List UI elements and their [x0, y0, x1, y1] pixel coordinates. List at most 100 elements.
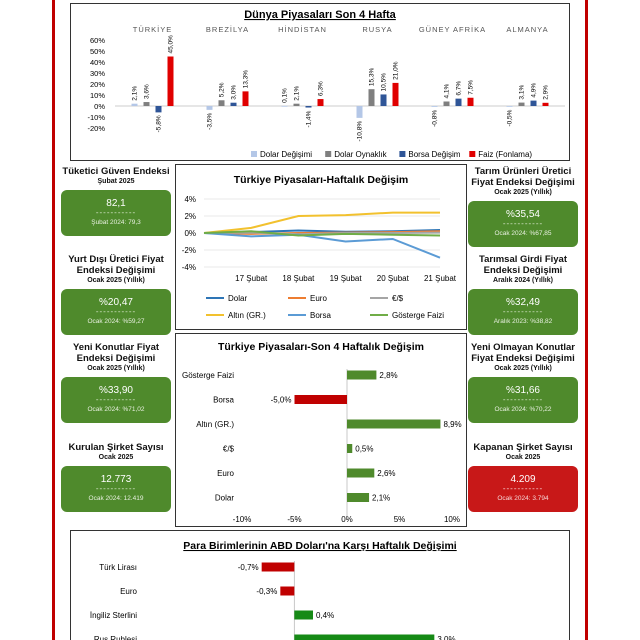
data-label: -5,0%	[271, 396, 292, 405]
x-tick-label: 5%	[394, 515, 406, 524]
kpi-title: Tarım Ürünleri Üretici Fiyat Endeksi Değ…	[471, 166, 575, 188]
y-tick-label: -20%	[87, 124, 105, 133]
bar	[143, 102, 150, 106]
bar	[506, 106, 513, 107]
series-line	[203, 230, 441, 237]
bar	[242, 91, 249, 106]
y-tick-label: -4%	[182, 263, 196, 272]
category-label: HİNDİSTAN	[278, 25, 327, 34]
kpi-previous: Ocak 2024: 3.794	[497, 495, 549, 502]
data-label: 2,1%	[372, 494, 390, 503]
kpi-value: %20,47	[99, 297, 133, 308]
legend-swatch	[251, 151, 257, 157]
bar	[347, 444, 353, 453]
legend-label: Dolar	[228, 294, 247, 303]
category-label: RUSYA	[362, 25, 392, 34]
category-label: TÜRKİYE	[133, 25, 173, 34]
kpi-box: %32,49 ----------- Aralık 2023: %38,82	[468, 289, 578, 335]
kpi-old-housing: Yeni Olmayan Konutlar Fiyat Endeksi Deği…	[467, 342, 579, 423]
kpi-divider: -----------	[502, 484, 544, 493]
bar	[305, 106, 312, 108]
bar	[281, 105, 288, 107]
y-tick-label: 4%	[184, 195, 196, 204]
data-label: 2,9%	[543, 85, 550, 100]
kpi-previous: Aralık 2023: %38,82	[493, 318, 553, 325]
y-tick-label: 40%	[90, 58, 105, 67]
data-label: -0,7%	[238, 563, 259, 572]
data-label: 45,0%	[168, 35, 175, 54]
kpi-value: %32,49	[506, 297, 540, 308]
bar	[131, 103, 138, 106]
kpi-agri-input: Tarımsal Girdi Fiyat Endeksi Değişimi Ar…	[467, 254, 579, 335]
data-label: -5,8%	[156, 115, 163, 132]
data-label: 3,6%	[144, 84, 151, 99]
y-tick-label: -10%	[87, 113, 105, 122]
legend-label: Dolar Oynaklık	[334, 150, 387, 159]
data-label: -10,8%	[357, 121, 364, 142]
kpi-companies-closed: Kapanan Şirket Sayısı Ocak 2025 4.209 --…	[467, 442, 579, 512]
kpi-period: Şubat 2025	[97, 178, 135, 185]
category-label: BREZİLYA	[206, 25, 249, 34]
x-tick-label: 17 Şubat	[235, 274, 268, 283]
bar	[347, 468, 375, 478]
kpi-period: Ocak 2025 (Yıllık)	[494, 365, 552, 372]
kpi-consumer-confidence: Tüketici Güven Endeksi Şubat 2025 82,1 -…	[60, 166, 172, 236]
kpi-title: Yurt Dışı Üretici Fiyat Endeksi Değişimi	[68, 254, 164, 276]
kpi-previous: Ocak 2024: %67,85	[494, 230, 552, 237]
currencies-chart: Para Birimlerinin ABD Doları'na Karşı Ha…	[90, 540, 457, 640]
bar	[206, 106, 213, 110]
x-tick-label: 19 Şubat	[330, 274, 363, 283]
legend-label: Borsa	[310, 311, 331, 320]
kpi-box: %20,47 ----------- Ocak 2024: %59,27	[61, 289, 171, 335]
y-tick-label: -2%	[182, 246, 196, 255]
kpi-previous: Ocak 2024: %71,02	[87, 406, 145, 413]
kpi-title: Kapanan Şirket Sayısı	[473, 442, 573, 453]
x-tick-label: 21 Şubat	[424, 274, 457, 283]
bar	[380, 94, 387, 106]
chart-title: Türkiye Piyasaları-Haftalık Değişim	[234, 174, 409, 186]
data-label: -1,4%	[306, 110, 313, 127]
data-label: 8,9%	[443, 420, 461, 429]
bar	[347, 493, 370, 502]
y-tick-label: 10%	[90, 91, 105, 100]
legend-swatch	[469, 151, 476, 157]
legend-swatch	[325, 151, 332, 157]
bar	[542, 102, 549, 106]
chart-title: Türkiye Piyasaları-Son 4 Haftalık Değişi…	[218, 341, 424, 353]
kpi-box: %33,90 ----------- Ocak 2024: %71,02	[61, 377, 171, 423]
bar	[518, 102, 525, 106]
world-markets-chart: Dünya Piyasaları Son 4 Hafta 60% 50% 40% 30%…	[87, 9, 565, 159]
kpi-new-housing: Yeni Konutlar Fiyat Endeksi Değişimi Oca…	[60, 342, 172, 423]
turkey-4week-panel: Türkiye Piyasaları-Son 4 Haftalık Değişi…	[175, 333, 467, 527]
world-markets-panel: Dünya Piyasaları Son 4 Hafta 60% 50% 40% 30%…	[70, 3, 570, 161]
turkey-4week-chart: Türkiye Piyasaları-Son 4 Haftalık Değişi…	[182, 341, 462, 524]
kpi-period: Ocak 2025	[505, 454, 541, 461]
y-tick-label: 30%	[90, 69, 105, 78]
legend-label: Euro	[310, 294, 327, 303]
data-label: 3,0%	[437, 635, 455, 640]
kpi-companies-founded: Kurulan Şirket Sayısı Ocak 2025 12.773 -…	[60, 442, 172, 512]
kpi-divider: -----------	[502, 395, 544, 404]
y-tick-label: 0%	[184, 229, 196, 238]
data-label: -0,3%	[256, 587, 277, 596]
series-line	[203, 232, 441, 259]
chart-title: Dünya Piyasaları Son 4 Hafta	[244, 9, 396, 21]
turkey-weekly-chart: Türkiye Piyasaları-Haftalık Değişim 4% 2% 0…	[182, 174, 457, 320]
kpi-divider: -----------	[95, 307, 137, 316]
legend-label: Faiz (Fonlama)	[478, 150, 532, 159]
series-line	[203, 211, 440, 234]
category-label: ALMANYA	[506, 25, 548, 34]
page-frame	[52, 0, 588, 640]
kpi-value: %31,66	[506, 385, 540, 396]
data-label: 0,4%	[316, 611, 334, 620]
category-label: Euro	[120, 587, 137, 596]
bar	[368, 89, 375, 106]
bar	[443, 101, 450, 106]
bar	[155, 106, 162, 113]
bar	[467, 97, 474, 106]
kpi-previous: Ocak 2024: 12.419	[88, 495, 144, 502]
x-tick-label: 20 Şubat	[377, 274, 410, 283]
data-label: 6,3%	[318, 81, 325, 96]
data-label: 2,1%	[294, 86, 301, 101]
data-label: 2,6%	[377, 469, 395, 478]
